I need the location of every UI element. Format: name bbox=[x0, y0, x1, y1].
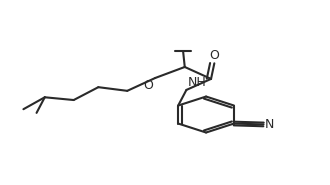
Text: NH: NH bbox=[188, 76, 207, 89]
Text: O: O bbox=[210, 49, 219, 62]
Text: O: O bbox=[144, 79, 153, 92]
Text: N: N bbox=[265, 118, 274, 131]
